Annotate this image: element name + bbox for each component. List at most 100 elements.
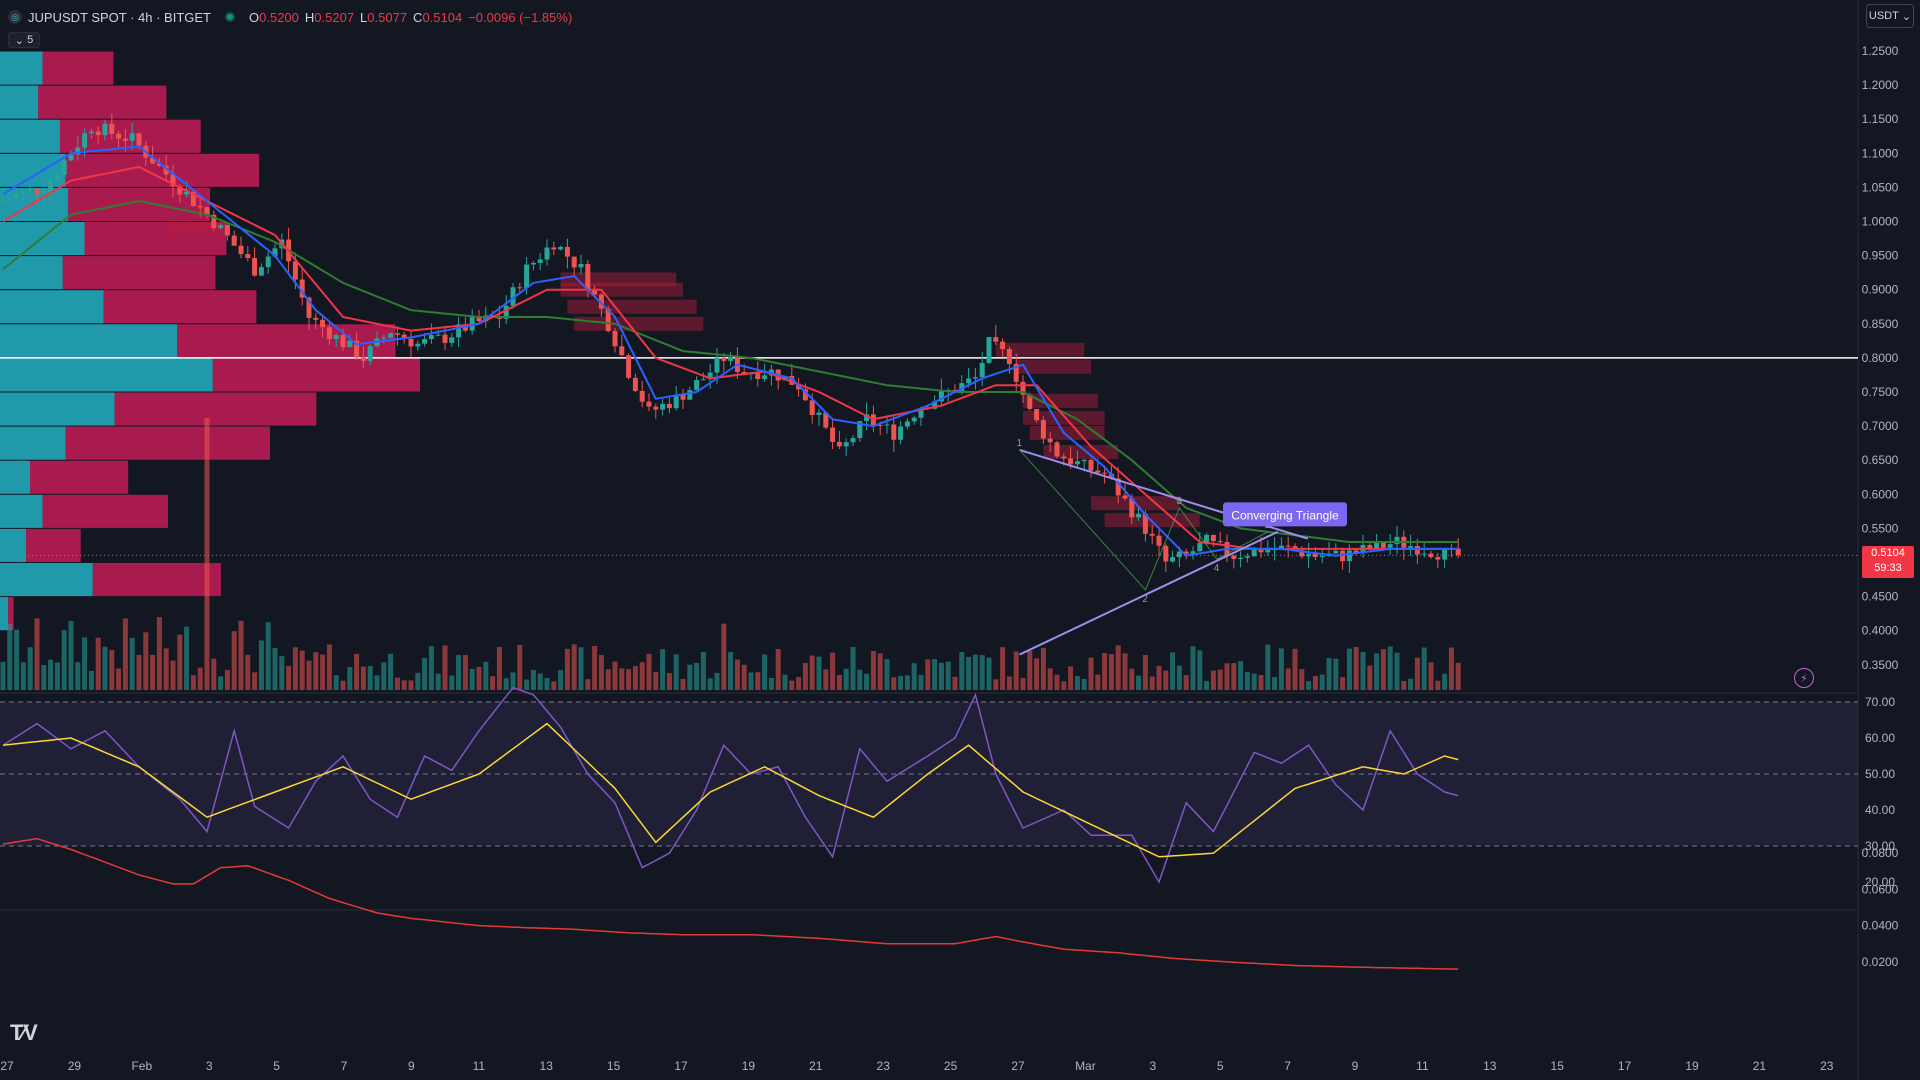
market-open-dot-icon [225,12,235,22]
candle-body [1040,420,1046,439]
volume-bar [904,675,910,690]
candle [551,241,557,256]
candle-body [877,425,883,427]
volume-bar [1346,648,1352,690]
candle [850,434,856,447]
candle [1442,547,1448,568]
candle [1149,524,1155,545]
volume-bar [1170,652,1176,690]
candle-body [122,138,128,141]
candle-body [1136,513,1142,518]
candle-body [1414,546,1420,555]
volume-bar [1190,646,1196,690]
candle-body [1408,546,1414,548]
candle-body [544,247,550,260]
volume-bar [1428,662,1434,690]
candle-body [204,207,210,215]
volume-bar [741,664,747,690]
candle [884,415,890,434]
candle-body [707,372,713,380]
candle [245,246,251,262]
volume-bar [891,677,897,690]
candle-body [850,438,856,443]
volume-bar [184,626,190,690]
close-value: 0.5104 [422,9,463,25]
candle-body [333,335,339,340]
price-axis-label: 1.1500 [1862,112,1899,126]
volume-profile-down-bar [103,290,257,324]
candle [1278,537,1284,550]
volume-bar [537,673,543,690]
volume-bar [1448,647,1454,690]
volume-bar [728,651,734,690]
time-axis-label: Mar [1075,1059,1096,1073]
volume-bar [1380,649,1386,690]
open-label: O [249,9,260,25]
time-axis-label: 3 [206,1059,213,1073]
candle [537,253,543,270]
volume-bar [1414,657,1420,690]
candle [1428,550,1434,559]
triangle-wave [1019,449,1269,591]
candle [408,329,414,357]
candle [891,414,897,452]
time-axis-label: 27 [1011,1059,1025,1073]
volume-profile-up-bar [0,494,43,528]
candle [1217,531,1223,544]
candle [1285,536,1291,558]
volume-bar [496,646,502,690]
volume-bar [1312,675,1318,690]
volume-bar [986,657,992,690]
volume-bar [34,618,40,690]
candle-body [340,335,346,348]
volatility-axis-label: 0.0800 [1862,846,1899,860]
candle [530,261,536,271]
candle-body [1163,545,1169,562]
supply-zone [1023,393,1098,408]
volume-bar [333,675,339,690]
candle-body [911,417,917,422]
candle-body [41,193,47,195]
volume-bar [156,617,162,690]
candle-body [136,133,142,146]
volume-bar [354,653,360,690]
volume-bar [1265,644,1271,690]
volume-bar [510,672,516,690]
candle [1414,538,1420,565]
candle-body [61,160,67,175]
candle-body [1149,533,1155,536]
rsi-axis-label: 70.00 [1865,695,1895,709]
volume-profile-up-bar [0,392,115,426]
volume-bar [687,664,693,690]
candle-body [626,355,632,378]
volume-bar [857,669,863,690]
candle-body [687,390,693,400]
candle [7,191,13,201]
currency-select[interactable]: USDT ⌄ [1866,4,1914,28]
candle [1170,550,1176,563]
candle-body [891,424,897,440]
volatility-axis-label: 0.0600 [1862,882,1899,896]
rsi-axis-label: 30.00 [1865,839,1895,853]
volume-bar [483,661,489,690]
volume-bar [163,648,169,690]
candle-body [231,235,237,246]
volume-profile-down-bar [177,324,396,358]
volume-bar [564,648,570,690]
candle [211,210,217,231]
volume-bar [802,662,808,690]
candle-body [517,287,523,289]
indicator-collapse-button[interactable]: ⌄ 5 [8,32,40,48]
candle-body [979,362,985,378]
candle-body [1142,513,1148,534]
volume-bar [680,679,686,690]
symbol-title[interactable]: JUPUSDT SPOT · 4h · BITGET [28,9,211,25]
volume-bar [911,663,917,690]
volume-bar [1408,678,1414,690]
lightning-icon[interactable]: ⚡ [1794,668,1814,688]
candle-body [68,154,74,161]
pattern-label: Converging Triangle [1231,508,1339,522]
volume-profile-down-bar [92,563,221,597]
candle-body [1387,544,1393,548]
